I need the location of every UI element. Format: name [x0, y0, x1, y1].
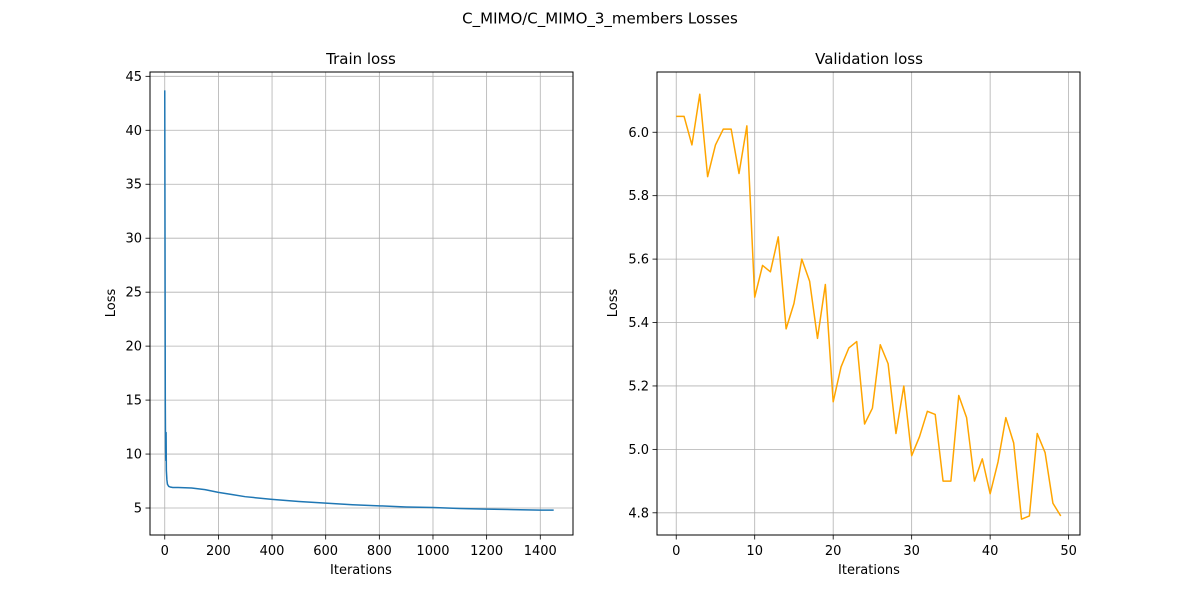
train-loss-y-tick-label: 5 [134, 502, 142, 517]
train-loss-x-tick-label: 800 [367, 544, 392, 559]
train-loss-plot-frame [149, 71, 574, 536]
validation-loss-x-tick-label: 10 [746, 544, 763, 559]
train-loss-y-tick-label: 25 [125, 286, 142, 301]
validation-loss-y-tick-label: 6.0 [628, 126, 649, 141]
validation-loss-title: Validation loss [815, 50, 923, 68]
train-loss-y-tick-label: 30 [125, 232, 142, 247]
train-loss-x-tick-label: 400 [260, 544, 285, 559]
train-loss-x-tick-label: 600 [313, 544, 338, 559]
train-loss-x-axis-label: Iterations [330, 563, 392, 578]
validation-loss-x-tick-label: 0 [672, 544, 680, 559]
validation-loss-x-tick-label: 30 [903, 544, 920, 559]
validation-loss-x-tick-label: 50 [1060, 544, 1077, 559]
train-loss-y-tick-label: 15 [125, 394, 142, 409]
validation-loss-plot-frame [656, 71, 1081, 536]
train-loss-x-tick-label: 200 [206, 544, 231, 559]
validation-loss-y-tick-label: 5.2 [628, 379, 649, 394]
figure-title: C_MIMO/C_MIMO_3_members Losses [462, 10, 738, 29]
train-loss-y-tick-label: 45 [125, 70, 142, 85]
validation-loss-y-axis-label: Loss [606, 289, 621, 318]
train-loss-y-tick-label: 10 [125, 448, 142, 463]
train-loss-series-line [164, 90, 554, 511]
train-loss-y-tick-label: 20 [125, 340, 142, 355]
train-loss-y-axis-label: Loss [104, 289, 119, 318]
validation-loss-x-tick-label: 40 [982, 544, 999, 559]
validation-loss-y-tick-label: 4.8 [628, 506, 649, 521]
validation-loss-y-tick-label: 5.8 [628, 189, 649, 204]
train-loss-y-tick-label: 35 [125, 178, 142, 193]
train-loss-chart: Train loss Iterations Loss 0 200 400 600 800… [104, 50, 574, 578]
validation-loss-y-tick-label: 5.4 [628, 316, 649, 331]
train-loss-x-tick-label: 1400 [524, 544, 557, 559]
train-loss-title: Train loss [325, 50, 396, 68]
train-loss-x-tick-label: 0 [161, 544, 169, 559]
validation-loss-y-tick-label: 5.0 [628, 443, 649, 458]
validation-loss-chart: Validation loss Iterations Loss 0 10 20 30 4… [606, 50, 1081, 578]
train-loss-y-tick-label: 40 [125, 124, 142, 139]
train-loss-x-tick-label: 1200 [470, 544, 503, 559]
validation-loss-series-line [676, 93, 1062, 520]
validation-loss-x-tick-label: 20 [825, 544, 842, 559]
validation-loss-x-axis-label: Iterations [838, 563, 900, 578]
validation-loss-y-tick-label: 5.6 [628, 253, 649, 268]
train-loss-x-tick-label: 1000 [416, 544, 449, 559]
